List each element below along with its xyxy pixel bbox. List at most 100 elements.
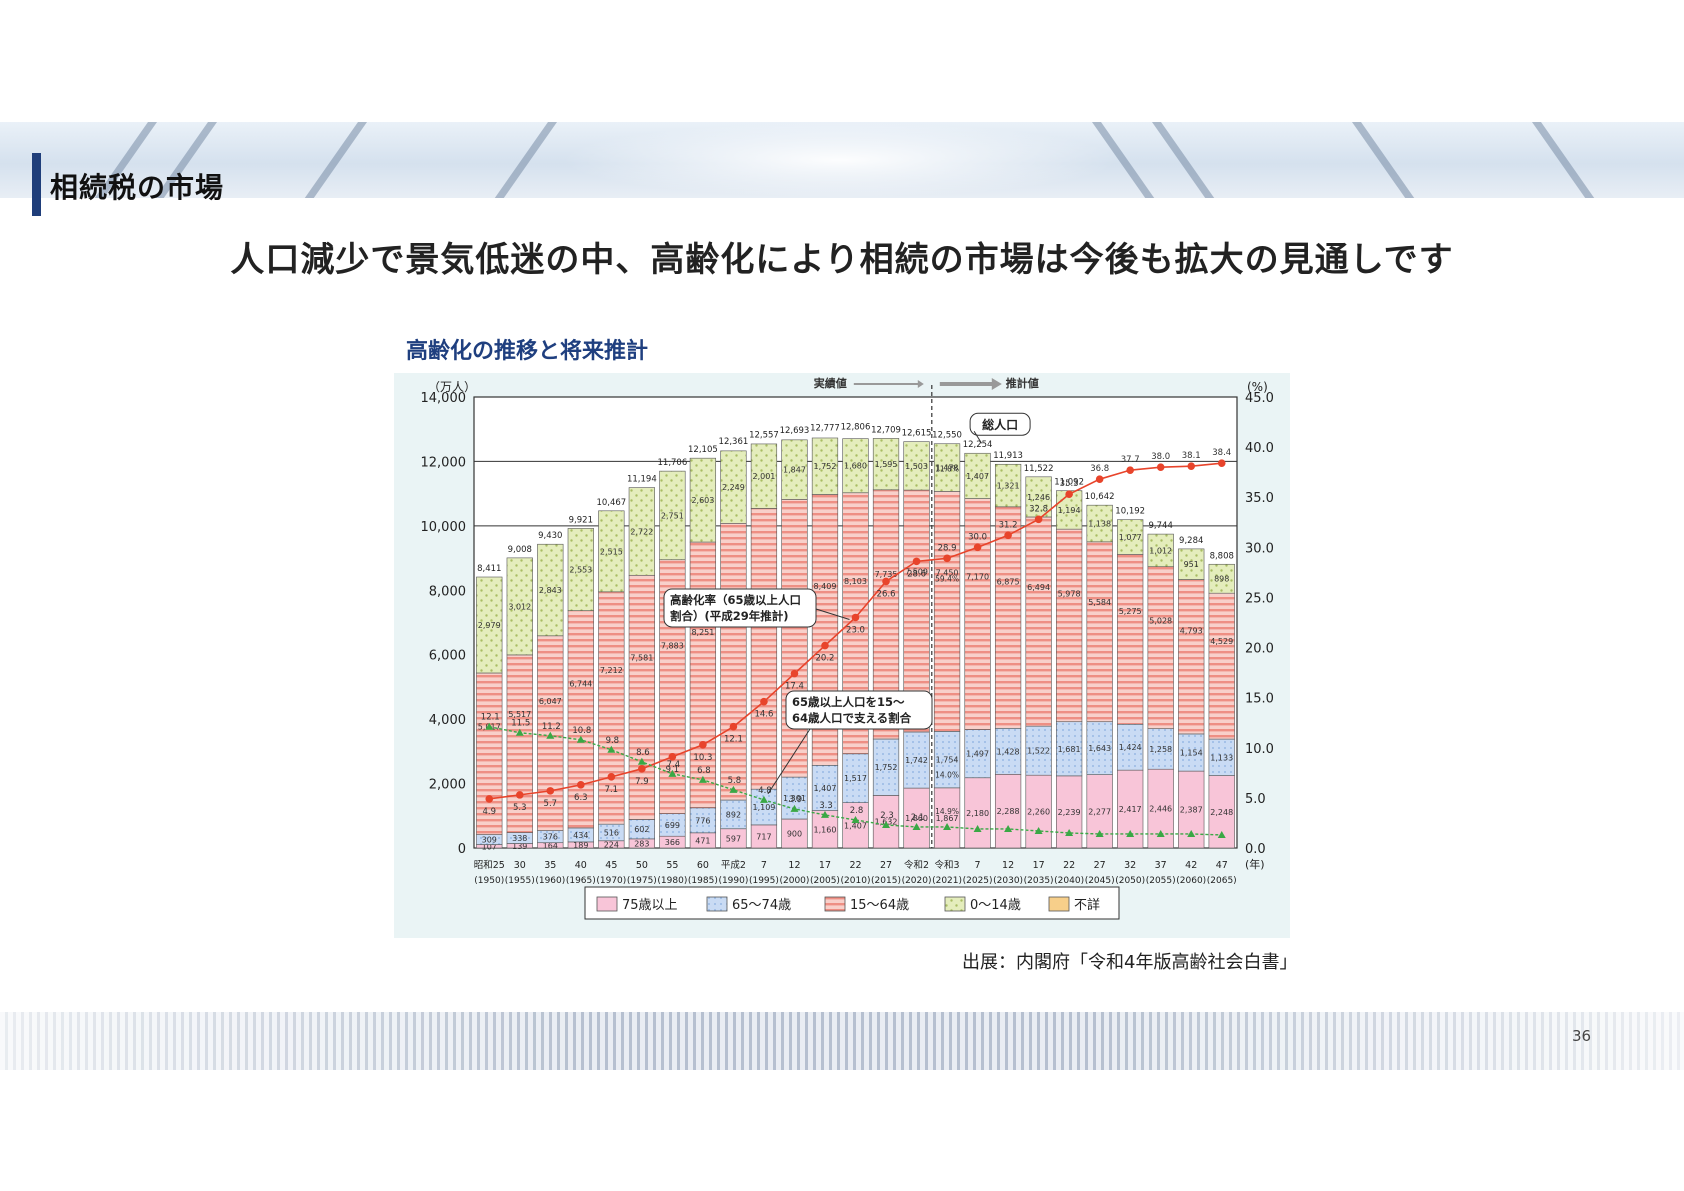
header-accent-bar (32, 153, 41, 216)
y-tick-label-left: 2,000 (429, 778, 466, 793)
bottom-decoration (0, 1012, 1684, 1070)
bar-segment-0-14 (1208, 563, 1235, 594)
bar-segment-75plus (903, 787, 930, 849)
x-tick-label: 令和2 (904, 859, 929, 871)
aging-rate-callout-line1: 高齢化率（65歳以上人口 (670, 593, 801, 607)
aging-rate-point (1126, 466, 1134, 474)
bar-value-label: 1,154 (1180, 749, 1203, 758)
aging-rate-point (515, 791, 524, 799)
legend-label: 0～14歳 (970, 898, 1021, 913)
x-tick-year-label: (1985) (688, 876, 718, 886)
bar-value-label: 2,515 (600, 547, 623, 556)
x-tick-year-label: (1975) (627, 876, 657, 886)
bar-value-label: 2,603 (691, 496, 714, 505)
x-tick-year-label: (1955) (505, 876, 535, 886)
bar-value-label: 376 (543, 833, 558, 842)
support-ratio-point (1034, 826, 1043, 834)
bar-segment-65-74 (933, 731, 961, 789)
bar-segment-65-74 (781, 776, 808, 820)
aging-rate-point (729, 722, 738, 731)
bar-value-label: 7,883 (661, 642, 684, 651)
aging-rate-callout (663, 588, 817, 628)
bar-value-label: 2,260 (1027, 808, 1050, 817)
x-tick-label: 17 (819, 860, 831, 871)
actual-values-label: 実績値 (814, 376, 847, 390)
x-tick-year-label: (2060) (1176, 876, 1206, 886)
support-ratio-point (546, 731, 555, 739)
support-ratio-label: 7.4 (667, 760, 681, 770)
x-tick-year-label: (2000) (779, 876, 809, 886)
bar-segment-15-64 (1086, 541, 1113, 723)
bar-value-label: 1,497 (966, 750, 989, 759)
total-value-label: 12,254 (963, 440, 993, 450)
bar-value-label: 1,138 (1088, 520, 1111, 529)
bar-segment-65-74 (750, 788, 778, 826)
bar-segment-15-64 (567, 610, 594, 829)
bar-segment-0-14 (1117, 519, 1144, 555)
support-ratio-point (820, 810, 829, 818)
x-tick-year-label: (2020) (902, 876, 932, 886)
bar-segment-0-14 (628, 487, 655, 576)
x-tick-label: 22 (849, 860, 861, 871)
bar-value-label: 2,248 (1210, 808, 1233, 817)
support-ratio-label: 9.8 (606, 736, 620, 746)
bar-segment-0-14 (933, 443, 961, 492)
y-tick-label-right: 25.0 (1245, 591, 1274, 606)
bar-value-label: 366 (665, 838, 680, 847)
x-tick-year-label: (2065) (1207, 876, 1237, 886)
aging-rate-point (546, 787, 555, 795)
aging-rate-label: 4.9 (482, 807, 496, 817)
aging-rate-label: 5.3 (513, 803, 527, 813)
bar-value-label: 8,409 (814, 582, 837, 591)
bar-value-label: 1,321 (997, 482, 1020, 491)
bar-value-label: 7,509 (905, 568, 928, 577)
bar-segment-0-14 (659, 470, 686, 561)
y-tick-label-left: 8,000 (429, 584, 466, 599)
bar-segment-0-14 (1178, 548, 1205, 580)
support-ratio-label: 10.8 (572, 726, 591, 736)
y-tick-label-right: 15.0 (1245, 692, 1274, 707)
legend-box (584, 886, 1120, 920)
callout-pointer (815, 608, 850, 620)
y-axis-label-right: (%) (1247, 380, 1268, 394)
bar-value-label: 1,867 (936, 814, 959, 823)
bar-value-label: 1,517 (844, 774, 867, 783)
bar-value-label: 2,001 (752, 472, 775, 481)
x-tick-year-label: (2025) (963, 876, 993, 886)
aging-rate-label: 31.2 (999, 520, 1018, 530)
bar-value-label: 6,047 (539, 697, 562, 706)
total-value-label: 9,284 (1179, 536, 1203, 546)
total-value-label: 11,522 (1024, 464, 1054, 474)
total-value-label: 10,642 (1085, 492, 1115, 502)
bar-segment-75plus (842, 802, 869, 849)
x-tick-year-label: (2030) (993, 876, 1023, 886)
bar-segment-65-74 (994, 727, 1022, 775)
bar-segment-0-14 (537, 543, 564, 637)
chart-caption: 高齢化の推移と将来推計 (406, 339, 649, 364)
total-value-label: 12,361 (719, 437, 749, 447)
support-ratio-label: 2.1 (911, 813, 925, 823)
total-value-label: 11,706 (658, 458, 688, 468)
support-ratio-label: 3.3 (819, 801, 833, 811)
total-value-label: 10,192 (1115, 507, 1145, 517)
x-tick-label: 45 (605, 860, 617, 871)
support-ratio-point (637, 757, 646, 765)
x-tick-label: 27 (880, 860, 892, 871)
aging-rate-point (973, 543, 982, 552)
bar-value-label: 1,246 (1027, 493, 1050, 502)
bar-segment-75plus (781, 818, 808, 849)
x-tick-label: 27 (1094, 860, 1106, 871)
x-tick-year-label: (1970) (596, 876, 626, 886)
y-tick-label-right: 0.0 (1245, 842, 1266, 857)
total-value-label: 11,092 (1054, 478, 1084, 488)
arrow-left-icon (853, 380, 924, 388)
banner-stripe (287, 122, 382, 198)
x-tick-year-label: (1950) (474, 876, 504, 886)
bar-value-label: 699 (665, 821, 680, 830)
bar-value-label: 2,239 (1058, 808, 1081, 817)
support-ratio-label: 2.3 (880, 811, 894, 821)
x-tick-label: 47 (1216, 860, 1228, 871)
legend-swatch (944, 896, 966, 912)
y-tick-label-left: 14,000 (421, 391, 467, 406)
support-ratio-point (790, 804, 799, 812)
